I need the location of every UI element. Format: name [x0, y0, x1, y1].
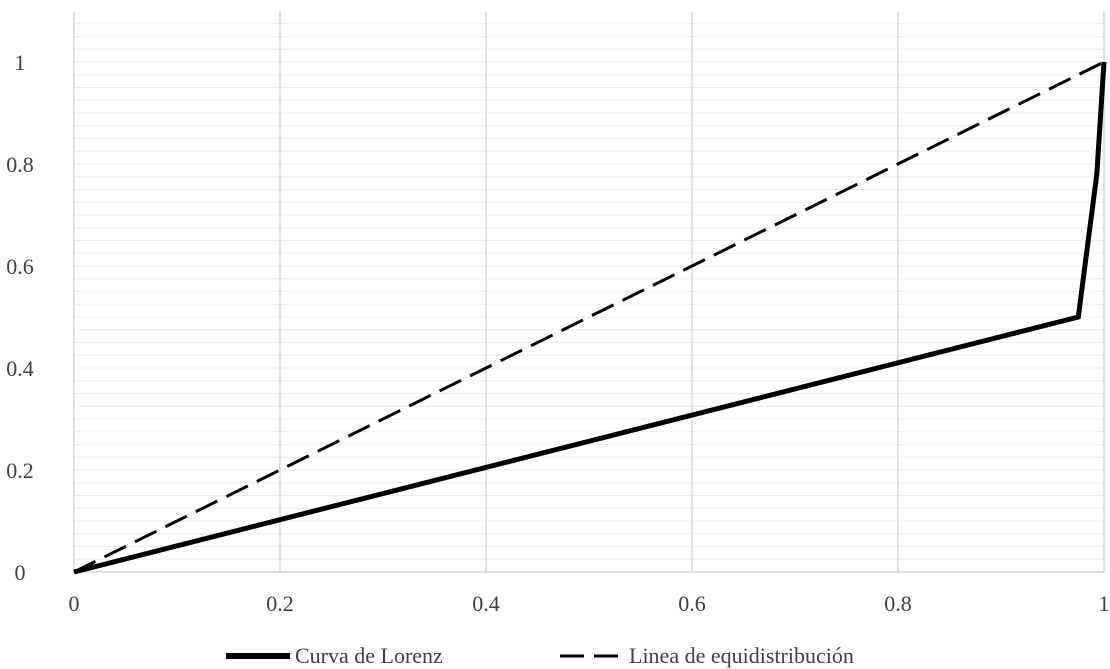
legend-label-linea-de-equidistribucion: Linea de equidistribución [629, 643, 854, 668]
y-axis-tick-labels: 0 0.2 0.4 0.6 0.8 1 [6, 50, 34, 585]
x-tick-label: 0.6 [678, 591, 706, 616]
y-tick-label: 0.4 [6, 356, 34, 381]
x-tick-label: 1 [1099, 591, 1110, 616]
x-tick-label: 0.4 [472, 591, 500, 616]
y-tick-label: 0.6 [6, 254, 34, 279]
x-axis-tick-labels: 0 0.2 0.4 0.6 0.8 1 [69, 591, 1110, 616]
series-line-linea-de-equidistribucion [73, 60, 1105, 574]
legend: Curva de Lorenz Linea de equidistribució… [226, 643, 854, 668]
series-lines [73, 60, 1107, 575]
y-tick-label: 1 [15, 50, 26, 75]
x-tick-label: 0 [69, 591, 80, 616]
x-tick-label: 0.2 [266, 591, 294, 616]
y-tick-label: 0.2 [6, 458, 34, 483]
legend-label-curva-de-lorenz: Curva de Lorenz [295, 643, 443, 668]
y-tick-label: 0 [15, 560, 26, 585]
grid [73, 12, 1105, 573]
x-tick-label: 0.8 [884, 591, 912, 616]
series-line-curva-de-lorenz [73, 61, 1107, 575]
y-tick-label: 0.8 [6, 152, 34, 177]
